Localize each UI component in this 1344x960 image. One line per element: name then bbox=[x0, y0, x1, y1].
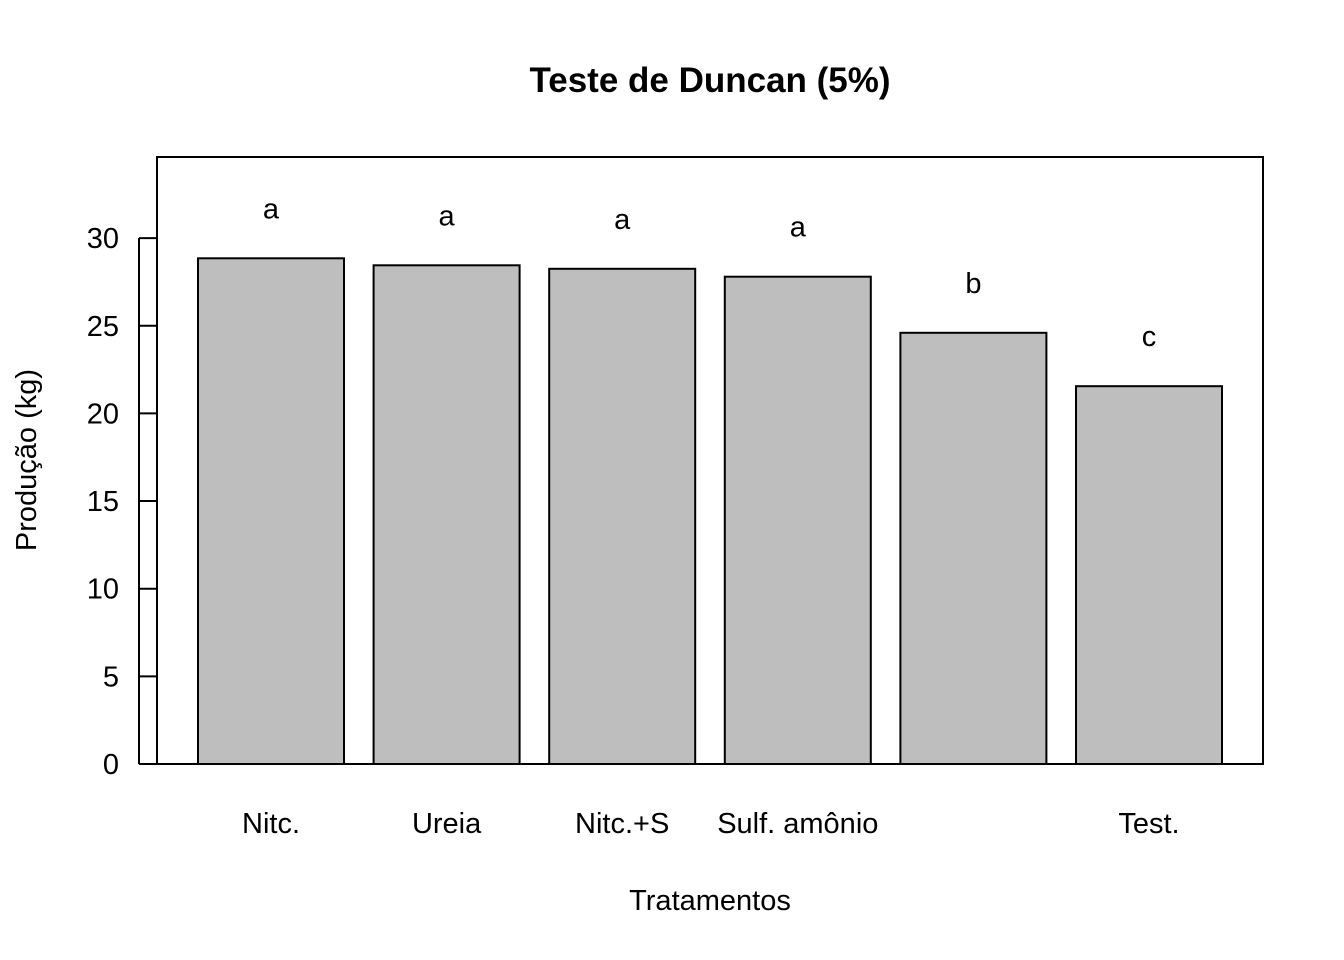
x-tick-label: Test. bbox=[1118, 808, 1179, 840]
y-tick-label: 15 bbox=[87, 486, 119, 518]
x-tick-labels: Nitc. Ureia Nitc.+S Sulf. amônio Test. bbox=[242, 808, 1180, 840]
group-letters: a a a a b c bbox=[263, 193, 1156, 353]
x-tick-label: Ureia bbox=[412, 808, 482, 840]
bars-group bbox=[197, 257, 1223, 765]
y-axis: 0 5 10 15 20 25 30 bbox=[87, 223, 157, 781]
plot-frame bbox=[156, 156, 1264, 765]
y-tick-label: 20 bbox=[87, 398, 119, 430]
y-tick-label: 25 bbox=[87, 311, 119, 343]
group-letter: a bbox=[439, 200, 456, 232]
y-tick-label: 10 bbox=[87, 574, 119, 606]
group-letter: c bbox=[1142, 321, 1157, 353]
group-letter: a bbox=[263, 193, 280, 225]
y-tick-label: 5 bbox=[103, 661, 119, 693]
x-tick-label: Nitc. bbox=[242, 808, 300, 840]
bar bbox=[548, 267, 697, 765]
bar bbox=[197, 257, 345, 765]
y-tick-label: 0 bbox=[103, 749, 119, 781]
chart-title: Teste de Duncan (5%) bbox=[529, 61, 890, 100]
bar bbox=[372, 264, 521, 765]
y-axis-label: Produção (kg) bbox=[11, 369, 43, 551]
group-letter: a bbox=[790, 212, 807, 244]
bar bbox=[1075, 385, 1223, 765]
x-tick-label: Sulf. amônio bbox=[717, 808, 878, 840]
x-axis-label: Tratamentos bbox=[629, 885, 791, 917]
group-letter: b bbox=[965, 268, 981, 300]
bar bbox=[899, 331, 1048, 765]
bar bbox=[723, 275, 872, 765]
y-tick-label: 30 bbox=[87, 223, 119, 255]
x-tick-label: Nitc.+S bbox=[575, 808, 669, 840]
group-letter: a bbox=[614, 204, 631, 236]
